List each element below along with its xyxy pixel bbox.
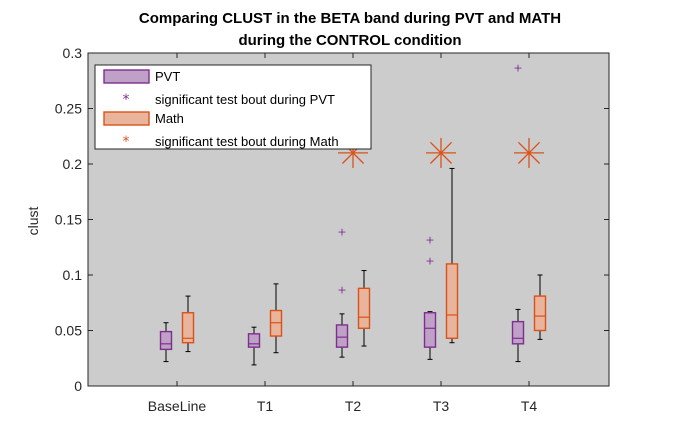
y-tick-label: 0.1 bbox=[63, 267, 83, 283]
pvt-t3-box bbox=[423, 312, 437, 348]
legend-math-swatch bbox=[103, 111, 150, 126]
math-baseline-box bbox=[181, 312, 195, 344]
pvt-t3-outlier-1: + bbox=[425, 233, 434, 246]
math-t2-box bbox=[357, 287, 371, 329]
y-axis-label: clust bbox=[25, 207, 41, 236]
legend-math-significant-icon: * bbox=[123, 134, 130, 150]
y-tick-label: 0.05 bbox=[55, 323, 82, 339]
x-tick-label: T1 bbox=[257, 398, 274, 414]
y-tick-label: 0.2 bbox=[63, 156, 83, 172]
y-tick-label: 0.15 bbox=[55, 212, 82, 228]
legend-math-label: Math bbox=[155, 111, 184, 126]
pvt-baseline-box bbox=[159, 330, 173, 351]
legend-pvt-significant-icon: * bbox=[123, 92, 130, 108]
axes: 0 0.05 0.1 0.15 0.2 0.25 0.3 BaseLine T1 T2 T3 T4 bbox=[55, 45, 610, 414]
pvt-t3-outlier-0: + bbox=[425, 255, 434, 268]
boxplot-marks: + + + + + bbox=[159, 61, 547, 366]
legend: PVT * significant test bout during PVT M… bbox=[94, 64, 372, 150]
legend-pvt-swatch bbox=[103, 69, 150, 84]
math-t3-box bbox=[445, 263, 459, 339]
math-t4-box bbox=[533, 295, 547, 332]
math-significant-mark-t4 bbox=[514, 137, 544, 168]
chart-title-line-1: Comparing CLUST in the BETA band during … bbox=[139, 10, 561, 27]
x-tick-label: BaseLine bbox=[148, 398, 207, 414]
significant-mark-stroke bbox=[517, 141, 541, 164]
significant-mark-stroke bbox=[429, 141, 453, 164]
chart-title-line-2: during the CONTROL condition bbox=[238, 32, 461, 49]
y-tick-label: 0 bbox=[74, 378, 82, 394]
y-tick-label: 0.25 bbox=[55, 101, 82, 117]
legend-math-significant-label: significant test bout during Math bbox=[155, 134, 339, 149]
pvt-t2-outlier-0: + bbox=[337, 283, 346, 296]
x-tick-label: T4 bbox=[521, 398, 538, 414]
y-tick-label: 0.3 bbox=[63, 45, 83, 61]
x-tick-label: T3 bbox=[433, 398, 450, 414]
math-significant-mark-t3 bbox=[426, 137, 456, 168]
legend-pvt-label: PVT bbox=[155, 69, 180, 84]
pvt-t4-box bbox=[511, 320, 525, 345]
pvt-t1-box bbox=[247, 333, 261, 348]
legend-pvt-significant-label: significant test bout during PVT bbox=[155, 92, 335, 107]
pvt-t2-outlier-1: + bbox=[337, 226, 346, 239]
x-tick-label: T2 bbox=[345, 398, 362, 414]
pvt-t2-box bbox=[335, 324, 349, 348]
pvt-t4-outlier-0: + bbox=[513, 61, 522, 74]
